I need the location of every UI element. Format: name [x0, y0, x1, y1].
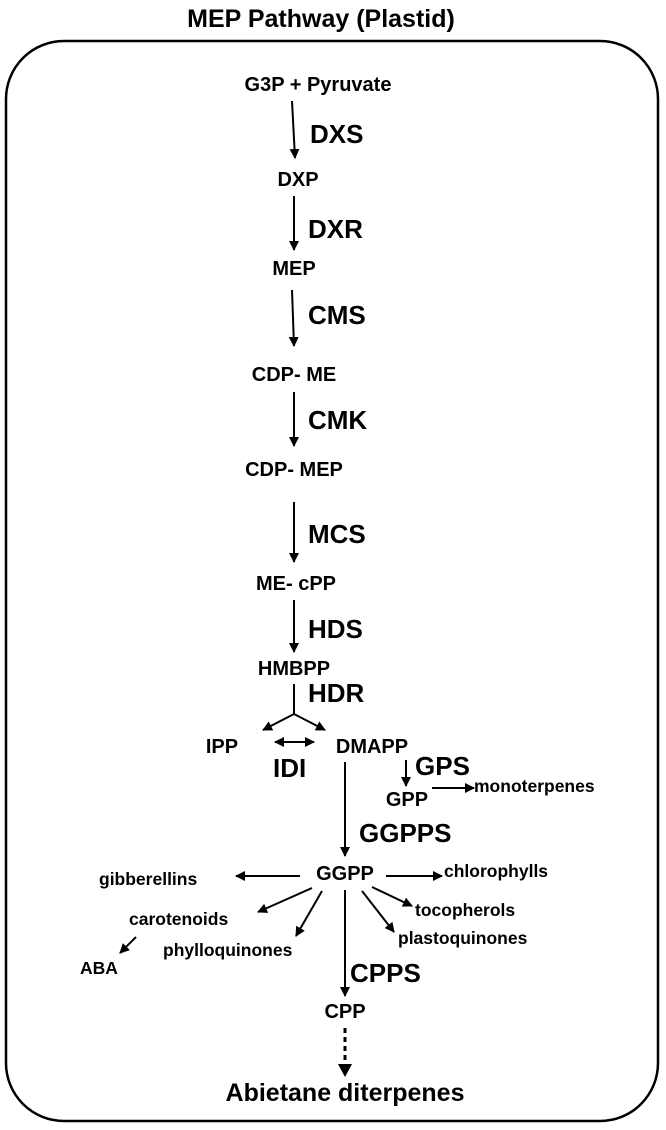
enzyme-dxs: DXS [310, 119, 363, 149]
metabolite-mep: MEP [272, 258, 315, 280]
metabolite-dxp: DXP [277, 169, 318, 191]
metabolite-g3p-pyruvate: G3P + Pyruvate [245, 74, 392, 96]
metabolite-me-cpp: ME- cPP [256, 573, 336, 595]
arrow-mep-to-cdp-me [288, 289, 299, 347]
metabolite-ggpp: GGPP [316, 863, 374, 885]
diagram-title: MEP Pathway (Plastid) [187, 5, 455, 33]
product-aba: ABA [80, 958, 118, 978]
product-carotenoids: carotenoids [129, 909, 228, 929]
enzyme-gps: GPS [415, 751, 470, 781]
arrow-carotenoids-to-aba [119, 936, 137, 954]
plastid-boundary [4, 39, 660, 1123]
metabolite-cdp-me: CDP- ME [252, 364, 336, 386]
arrow-ggpp-to-tocopherols [371, 886, 413, 907]
product-phylloquinones: phylloquinones [163, 940, 293, 960]
metabolite-gpp: GPP [386, 789, 428, 811]
enzyme-hds: HDS [308, 614, 363, 644]
enzyme-idi: IDI [273, 753, 306, 783]
product-plastoquinones: plastoquinones [398, 928, 528, 948]
dashed-arrow-head [338, 1064, 352, 1077]
arrow-hmbpp-to-ipp [262, 713, 295, 731]
metabolite-cpp: CPP [324, 1001, 365, 1023]
arrow-ggpp-to-phylloquinones [295, 890, 323, 937]
enzyme-cmk: CMK [308, 405, 367, 435]
enzyme-dxr: DXR [308, 214, 363, 244]
arrow-g3p-to-dxp [289, 100, 300, 159]
product-tocopherols: tocopherols [415, 900, 515, 920]
enzyme-cpps: CPPS [350, 958, 421, 988]
final-product-abietane-diterpenes: Abietane diterpenes [226, 1079, 465, 1107]
enzyme-ggpps: GGPPS [359, 818, 451, 848]
enzyme-cms: CMS [308, 300, 366, 330]
arrow-ggpp-to-carotenoids [257, 887, 313, 913]
enzyme-mcs: MCS [308, 519, 366, 549]
product-monoterpenes: monoterpenes [474, 776, 595, 796]
metabolite-dmapp: DMAPP [336, 736, 408, 758]
arrow-hmbpp-to-dmapp [293, 713, 326, 731]
metabolite-ipp: IPP [206, 736, 238, 758]
arrow-ggpp-to-plastoquinones [361, 890, 395, 933]
metabolite-hmbpp: HMBPP [258, 658, 330, 680]
product-chlorophylls: chlorophylls [444, 861, 548, 881]
enzyme-hdr: HDR [308, 678, 365, 708]
metabolite-cdp-mep: CDP- MEP [245, 459, 343, 481]
product-gibberellins: gibberellins [99, 869, 197, 889]
